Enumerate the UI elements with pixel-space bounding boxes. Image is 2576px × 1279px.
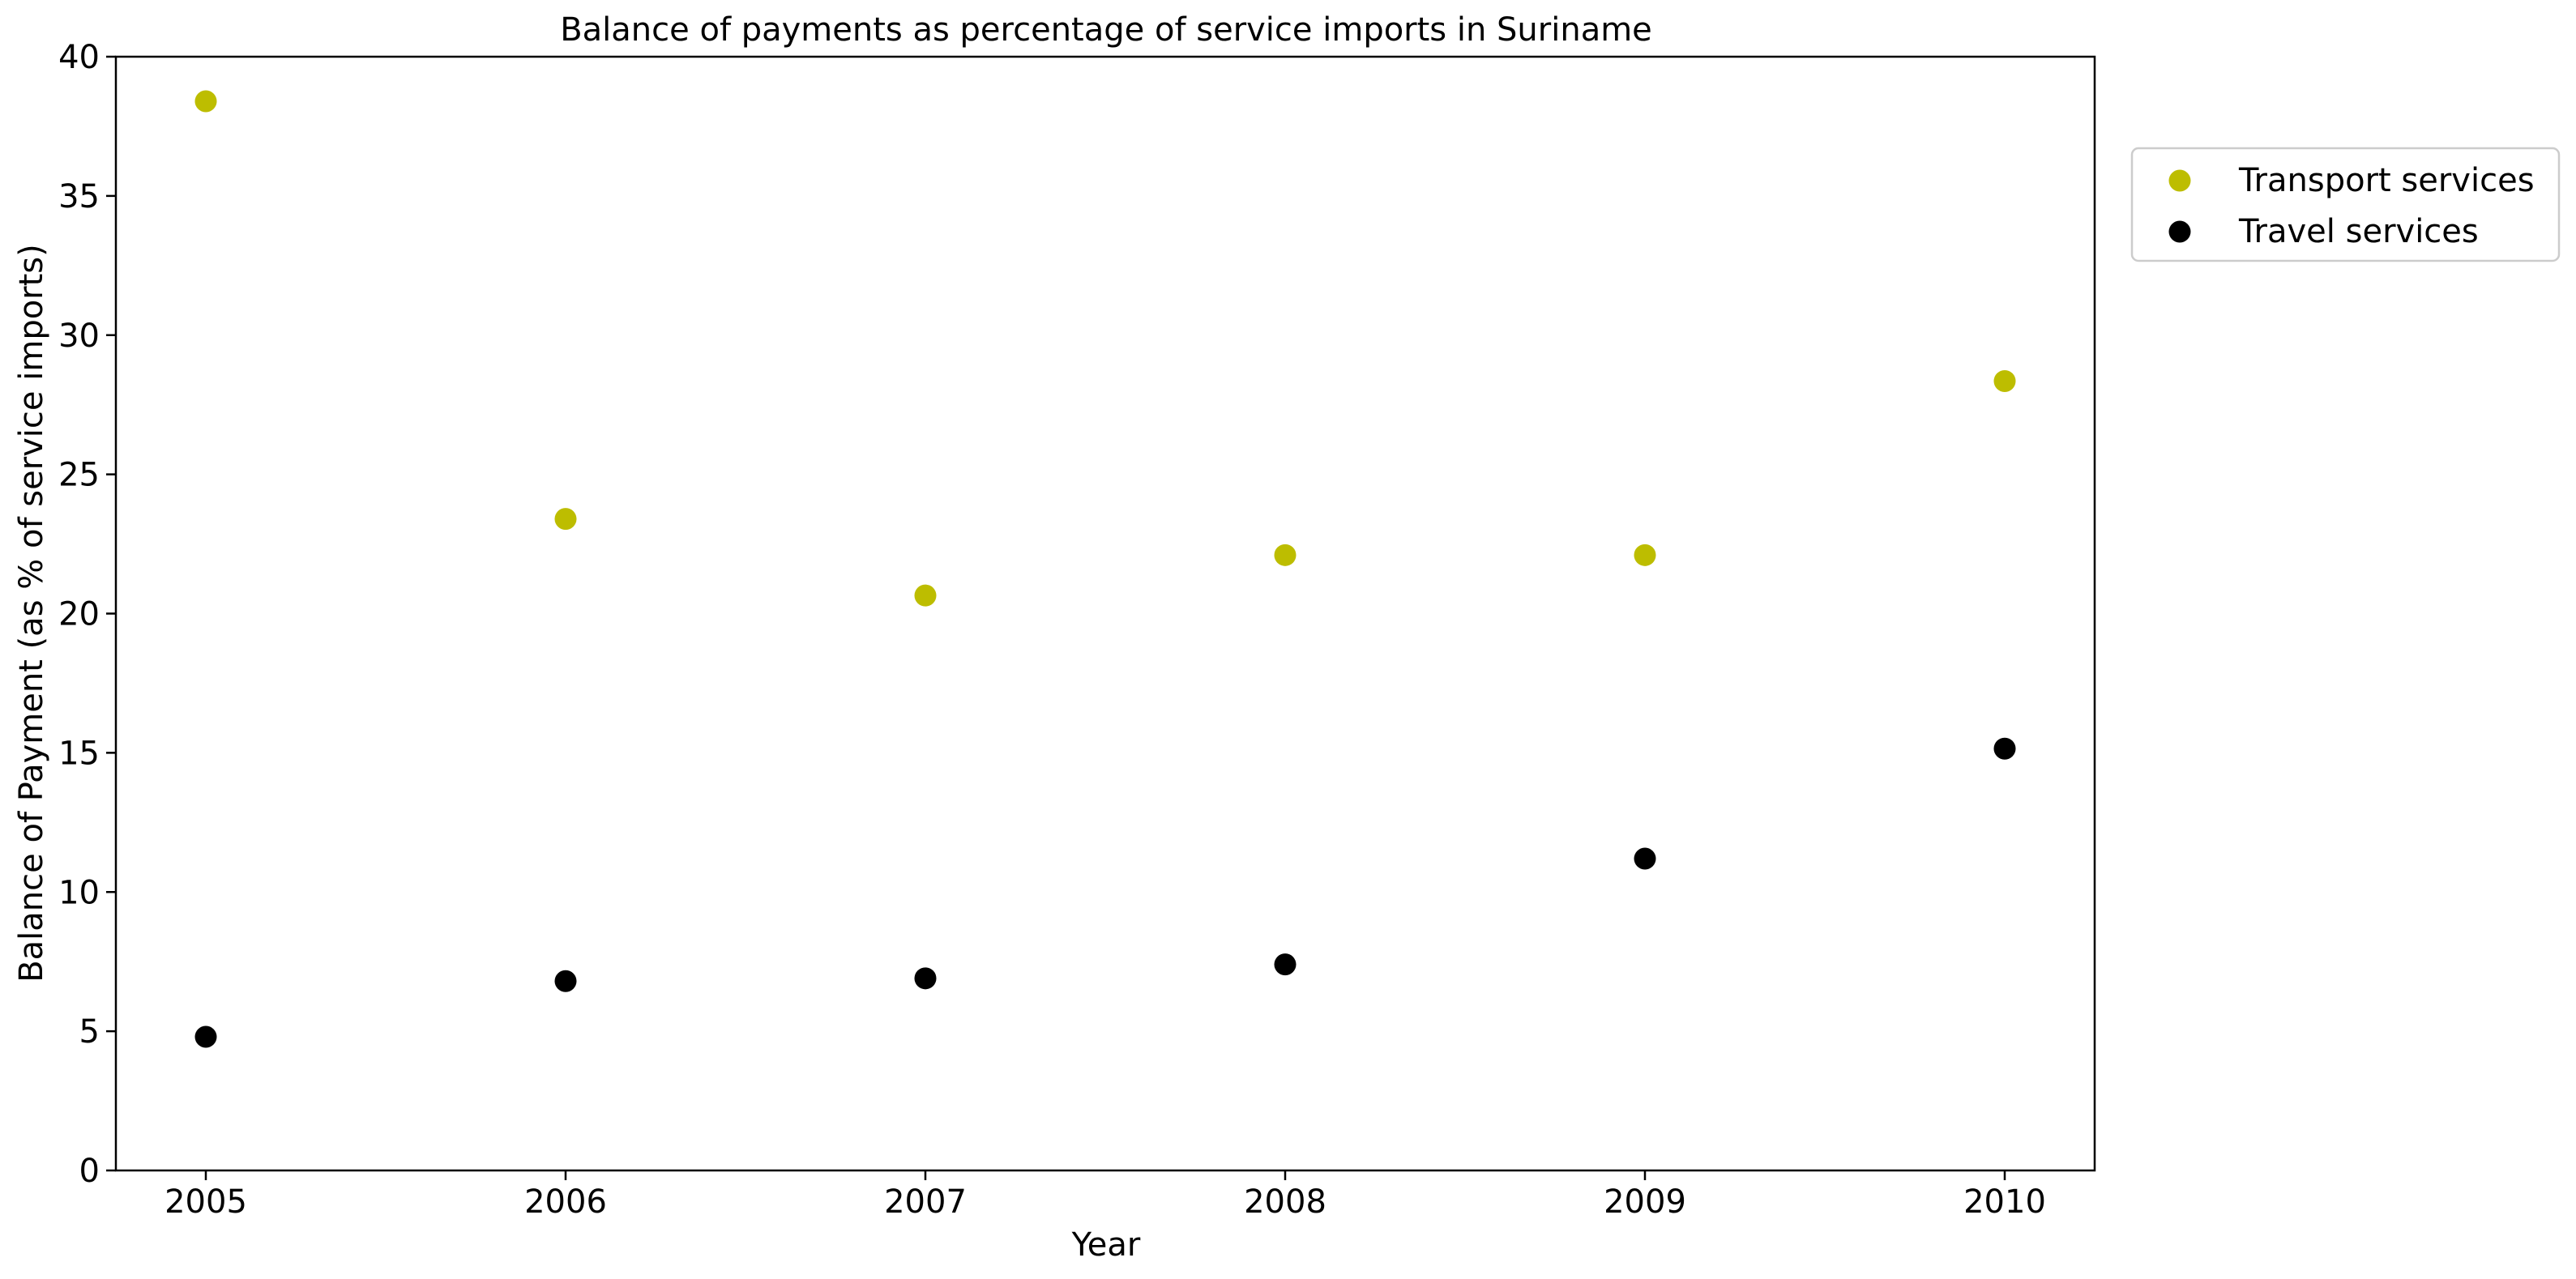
x-tick-label: 2005 bbox=[164, 1183, 247, 1221]
point-travel-services-2007 bbox=[914, 967, 937, 990]
x-tick-label: 2008 bbox=[1244, 1183, 1326, 1221]
point-travel-services-2008 bbox=[1274, 953, 1297, 976]
legend-label-transport: Transport services bbox=[2238, 162, 2535, 199]
y-tick-label: 20 bbox=[58, 596, 100, 633]
legend: Transport services Travel services bbox=[2130, 147, 2561, 262]
legend-marker-travel bbox=[2168, 220, 2191, 243]
point-travel-services-2005 bbox=[194, 1025, 217, 1048]
x-tick-label: 2007 bbox=[884, 1183, 967, 1221]
x-tick-label: 2009 bbox=[1604, 1183, 1686, 1221]
point-transport-services-2007 bbox=[914, 584, 937, 607]
point-transport-services-2008 bbox=[1274, 544, 1297, 566]
x-tick-label: 2006 bbox=[524, 1183, 607, 1221]
point-travel-services-2006 bbox=[554, 970, 577, 992]
legend-box bbox=[2130, 147, 2561, 262]
y-tick-label: 0 bbox=[79, 1153, 100, 1190]
x-axis: 2005 2006 2007 2008 2009 2010 bbox=[164, 1170, 2046, 1221]
point-transport-services-2005 bbox=[194, 90, 217, 113]
y-tick-label: 10 bbox=[58, 874, 100, 911]
legend-label-travel: Travel services bbox=[2238, 213, 2479, 250]
point-travel-services-2010 bbox=[1993, 737, 2016, 760]
chart-title: Balance of payments as percentage of ser… bbox=[560, 11, 1652, 49]
y-axis: 0 5 10 15 20 25 30 35 40 bbox=[58, 39, 116, 1190]
y-tick-label: 30 bbox=[58, 318, 100, 355]
point-transport-services-2010 bbox=[1993, 369, 2016, 392]
y-tick-label: 25 bbox=[58, 457, 100, 494]
y-tick-label: 15 bbox=[58, 735, 100, 772]
x-axis-label: Year bbox=[1071, 1226, 1141, 1264]
data-points bbox=[194, 90, 2016, 1048]
y-tick-label: 35 bbox=[58, 178, 100, 215]
point-transport-services-2009 bbox=[1634, 544, 1656, 566]
y-axis-label: Balance of Payment (as % of service impo… bbox=[13, 244, 50, 983]
point-transport-services-2006 bbox=[554, 508, 577, 531]
legend-marker-transport bbox=[2168, 169, 2191, 192]
x-tick-label: 2010 bbox=[1963, 1183, 2046, 1221]
y-tick-label: 40 bbox=[58, 39, 100, 76]
point-travel-services-2009 bbox=[1634, 847, 1656, 870]
y-tick-label: 5 bbox=[79, 1013, 100, 1051]
